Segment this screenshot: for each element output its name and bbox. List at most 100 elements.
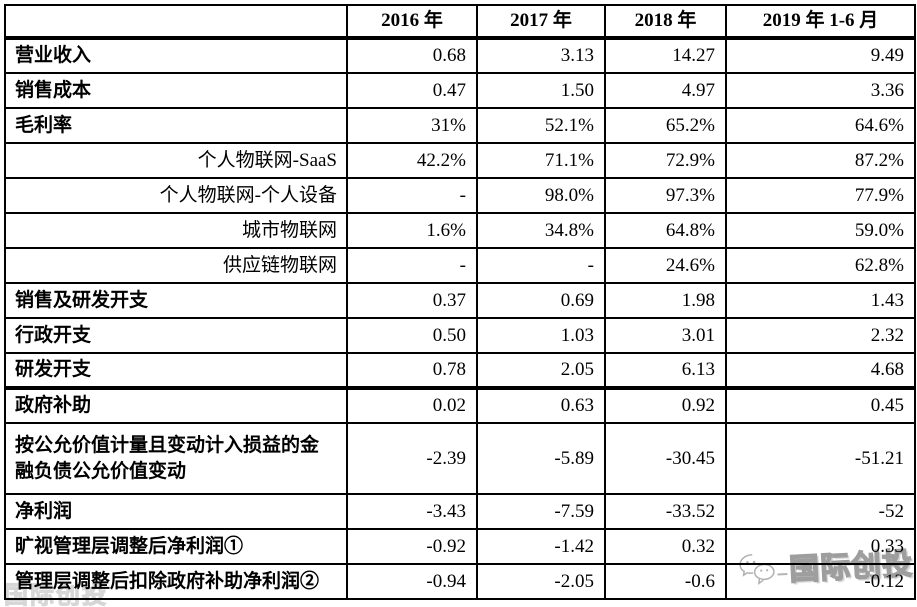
cell-value: 2.32 [725,317,916,354]
cell-value: 0.78 [346,352,478,390]
cell-value: 4.68 [725,352,916,390]
cell-value: 72.9% [604,142,727,179]
table-row: 净利润 -3.43 -7.59 -33.52 -52 [4,493,916,530]
cell-value: 1.98 [604,282,727,319]
row-label: 政府补助 [4,387,348,424]
row-label: 管理层调整后扣除政府补助净利润② [4,563,348,600]
cell-value: 3.01 [604,317,727,354]
cell-value: -0.94 [346,563,478,600]
cell-value: 0.63 [476,387,606,424]
cell-value: 24.6% [604,247,727,284]
header-year-2018: 2018 年 [604,4,727,40]
cell-value: 42.2% [346,142,478,179]
cell-value: 2.05 [476,352,606,390]
cell-value: -5.89 [476,422,606,495]
cell-value: 0.68 [346,37,478,74]
header-year-2019h1: 2019 年 1-6 月 [725,4,916,40]
cell-value: -52 [725,493,916,530]
cell-value: 0.37 [346,282,478,319]
cell-value: 0.33 [725,528,916,565]
row-label: 供应链物联网 [4,247,348,284]
cell-value: 0.02 [346,387,478,424]
cell-value: -2.05 [476,563,606,600]
cell-value: 6.13 [604,352,727,390]
cell-value: 1.43 [725,282,916,319]
header-year-2017: 2017 年 [476,4,606,40]
table-row: 旷视管理层调整后净利润① -0.92 -1.42 0.32 0.33 [4,528,916,565]
cell-value: 77.9% [725,177,916,214]
table-row: 毛利率 31% 52.1% 65.2% 64.6% [4,107,916,144]
cell-value: 0.32 [604,528,727,565]
table-row: 按公允价值计量且变动计入损益的金融负债公允价值变动 -2.39 -5.89 -30.4… [4,422,916,495]
cell-value: 0.69 [476,282,606,319]
table-row: 销售及研发开支 0.37 0.69 1.98 1.43 [4,282,916,319]
cell-value: 62.8% [725,247,916,284]
row-label: 行政开支 [4,317,348,354]
cell-value: - [346,177,478,214]
cell-value: 3.36 [725,72,916,109]
cell-value: 64.6% [725,107,916,144]
cell-value: -33.52 [604,493,727,530]
cell-value: -51.21 [725,422,916,495]
row-label: 净利润 [4,493,348,530]
table-row: 城市物联网 1.6% 34.8% 64.8% 59.0% [4,212,916,249]
row-label: 销售及研发开支 [4,282,348,319]
cell-value: 1.6% [346,212,478,249]
table-row: 营业收入 0.68 3.13 14.27 9.49 [4,37,916,74]
row-label: 城市物联网 [4,212,348,249]
header-year-2016: 2016 年 [346,4,478,40]
row-label: 按公允价值计量且变动计入损益的金融负债公允价值变动 [4,422,348,495]
cell-value: -0.12 [725,563,916,600]
cell-value: 31% [346,107,478,144]
row-label: 毛利率 [4,107,348,144]
row-label: 研发开支 [4,352,348,390]
cell-value: -30.45 [604,422,727,495]
cell-value: 0.45 [725,387,916,424]
table-row: 研发开支 0.78 2.05 6.13 4.68 [4,352,916,390]
cell-value: 4.97 [604,72,727,109]
table-row: 个人物联网-个人设备 -98.0% 97.3% 77.9% [4,177,916,214]
table-row: 政府补助 0.02 0.63 0.92 0.45 [4,387,916,424]
cell-value: 97.3% [604,177,727,214]
row-label: 个人物联网-SaaS [4,142,348,179]
table-row: 行政开支 0.50 1.03 3.01 2.32 [4,317,916,354]
cell-value: 1.50 [476,72,606,109]
cell-value: 52.1% [476,107,606,144]
table-header: 2016 年 2017 年 2018 年 2019 年 1-6 月 [4,4,916,40]
cell-value: 3.13 [476,37,606,74]
cell-value: 0.50 [346,317,478,354]
cell-value: 14.27 [604,37,727,74]
financials-table: 2016 年 2017 年 2018 年 2019 年 1-6 月 营业收入 0.… [4,4,916,600]
cell-value: - [476,247,606,284]
cell-value: 59.0% [725,212,916,249]
row-label: 旷视管理层调整后净利润① [4,528,348,565]
table-row: 个人物联网-SaaS 42.2% 71.1% 72.9% 87.2% [4,142,916,179]
cell-value: -0.6 [604,563,727,600]
header-row: 2016 年 2017 年 2018 年 2019 年 1-6 月 [4,4,916,40]
cell-value: 65.2% [604,107,727,144]
cell-value: 0.92 [604,387,727,424]
row-label: 营业收入 [4,37,348,74]
cell-value: -7.59 [476,493,606,530]
cell-value: 0.47 [346,72,478,109]
table-row: 销售成本 0.47 1.50 4.97 3.36 [4,72,916,109]
cell-value: -3.43 [346,493,478,530]
table-row: 供应链物联网 - -24.6% 62.8% [4,247,916,284]
header-empty-cell [4,4,348,40]
cell-value: 1.03 [476,317,606,354]
cell-value: 87.2% [725,142,916,179]
table-row: 管理层调整后扣除政府补助净利润② -0.94 -2.05 -0.6 -0.12 [4,563,916,600]
cell-value: 98.0% [476,177,606,214]
cell-value: - [346,247,478,284]
cell-value: -2.39 [346,422,478,495]
cell-value: -0.92 [346,528,478,565]
cell-value: 9.49 [725,37,916,74]
cell-value: 64.8% [604,212,727,249]
cell-value: -1.42 [476,528,606,565]
cell-value: 34.8% [476,212,606,249]
table-body: 营业收入 0.68 3.13 14.27 9.49 销售成本 0.47 1.50 4.97 3.3… [4,37,916,600]
cell-value: 71.1% [476,142,606,179]
row-label: 销售成本 [4,72,348,109]
row-label: 个人物联网-个人设备 [4,177,348,214]
